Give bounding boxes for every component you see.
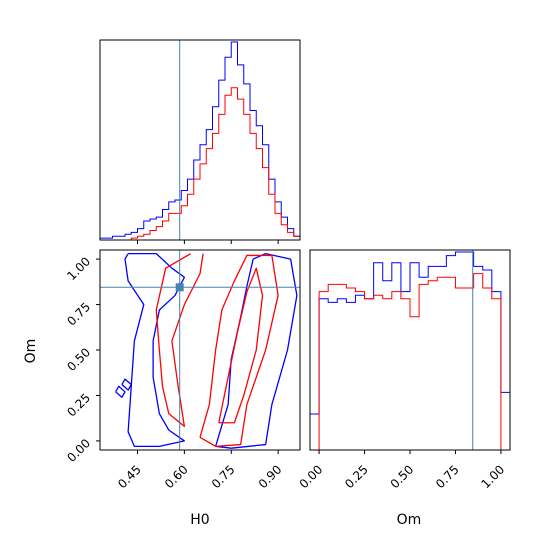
joint-contours (115, 252, 298, 449)
h0-om-joint-panel: 0.45 0.60 0.75 0.90 0.00 0.25 0.50 0.75 1.00 (64, 249, 301, 491)
h0-histogram-series-1 (100, 87, 301, 241)
contour-series-1-level-2 (218, 267, 264, 424)
contour-series-0-level-2 (121, 378, 132, 391)
om-marginal-xtick-label: 0.25 (342, 462, 371, 491)
joint-xtick-label: 0.75 (209, 462, 238, 491)
x-axis-label-h0: H0 (190, 512, 209, 528)
joint-xtick-label: 0.45 (115, 462, 144, 491)
joint-ytick-label: 0.75 (64, 300, 93, 329)
om-marginal-xtick-label: 0.75 (433, 462, 462, 491)
om-marginal-xtick-label: 0.50 (388, 462, 417, 491)
om-marginal-panel: 0.00 0.25 0.50 0.75 1.00 (297, 249, 511, 491)
om-marginal-xtick-label: 0.00 (297, 462, 326, 491)
contour-series-0-level-0 (124, 252, 186, 448)
h0-marginal-frame (99, 39, 301, 241)
joint-ytick-label: 1.00 (64, 254, 93, 283)
joint-ytick-label: 0.25 (64, 391, 93, 420)
y-axis-label-om: Om (23, 339, 39, 364)
om-marginal-xtick-label: 1.00 (478, 462, 507, 491)
joint-xtick-label: 0.90 (256, 462, 285, 491)
h0-histogram-series-0 (99, 41, 301, 240)
joint-xtick-label: 0.60 (162, 462, 191, 491)
contour-series-1-level-0 (155, 253, 204, 428)
x-axis-label-om: Om (397, 512, 422, 528)
contour-series-1-level-1 (199, 254, 279, 448)
h0-marginal-panel (99, 39, 301, 244)
om-histogram-series-1 (310, 273, 510, 451)
joint-ytick-label: 0.00 (64, 436, 93, 465)
om-histogram-series-0 (309, 251, 511, 450)
joint-ytick-label: 0.50 (64, 345, 93, 374)
contour-series-0-level-1 (115, 385, 126, 398)
joint-truth-marker (175, 283, 184, 292)
